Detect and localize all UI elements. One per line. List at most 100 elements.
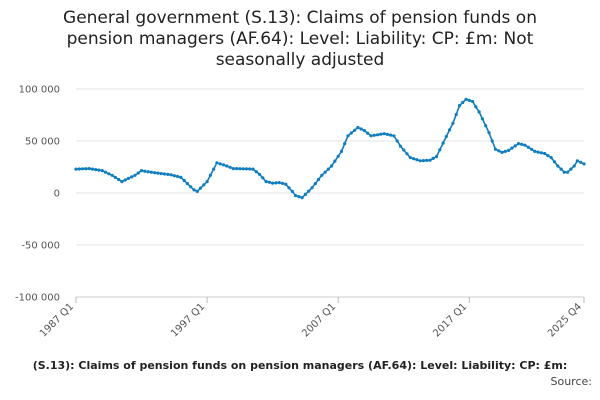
- data-point-130: [500, 150, 504, 154]
- data-point-49: [235, 167, 239, 171]
- data-point-44: [218, 162, 222, 166]
- data-point-118: [461, 100, 465, 105]
- data-point-125: [484, 124, 488, 128]
- data-point-70: [303, 192, 307, 196]
- data-point-119: [464, 97, 468, 101]
- data-point-20: [139, 169, 144, 173]
- data-point-15: [123, 178, 127, 182]
- data-point-62: [277, 181, 281, 185]
- data-point-153: [575, 159, 580, 163]
- data-point-4: [87, 167, 91, 171]
- data-point-16: [126, 176, 130, 180]
- data-point-61: [274, 181, 278, 185]
- data-point-52: [244, 167, 248, 171]
- data-point-17: [130, 175, 134, 179]
- data-point-88: [362, 129, 366, 133]
- data-point-67: [294, 194, 298, 198]
- data-point-45: [221, 163, 226, 167]
- data-point-135: [516, 142, 521, 146]
- data-point-27: [162, 172, 167, 176]
- data-point-56: [257, 172, 262, 176]
- data-point-152: [572, 164, 576, 168]
- data-point-124: [480, 117, 484, 121]
- data-point-7: [97, 168, 101, 172]
- y-tick-label-4: -100 000: [15, 293, 60, 304]
- data-point-24: [153, 171, 157, 175]
- data-point-48: [231, 167, 235, 171]
- data-point-78: [330, 164, 334, 168]
- data-point-113: [444, 134, 448, 139]
- y-tick-label-3: -50 000: [21, 241, 60, 252]
- data-point-80: [336, 154, 340, 158]
- data-point-63: [280, 181, 285, 185]
- data-point-117: [457, 104, 462, 108]
- data-point-142: [539, 151, 544, 155]
- data-point-120: [467, 98, 471, 102]
- data-point-57: [261, 176, 265, 180]
- data-point-66: [290, 189, 294, 193]
- x-tick-label-0: 1987 Q1: [38, 301, 76, 339]
- data-point-143: [543, 151, 547, 156]
- data-point-11: [110, 173, 114, 177]
- data-point-116: [454, 112, 458, 117]
- data-point-79: [333, 159, 337, 163]
- data-point-47: [228, 165, 232, 169]
- data-point-141: [536, 150, 540, 154]
- footer-series-name: (S.13): Claims of pension funds on pensi…: [32, 359, 568, 372]
- data-point-73: [313, 182, 317, 186]
- data-point-149: [562, 170, 566, 174]
- data-point-1: [77, 167, 81, 171]
- data-point-155: [582, 162, 586, 166]
- data-point-102: [408, 156, 412, 160]
- data-point-140: [533, 149, 537, 153]
- data-point-60: [271, 181, 275, 185]
- data-point-22: [146, 170, 150, 174]
- data-point-72: [310, 186, 314, 190]
- data-point-127: [490, 139, 494, 143]
- data-point-109: [431, 156, 435, 160]
- data-point-13: [117, 177, 121, 182]
- data-point-75: [320, 173, 324, 177]
- data-point-129: [497, 149, 501, 153]
- data-point-128: [493, 147, 498, 151]
- data-point-53: [248, 167, 252, 171]
- data-point-12: [113, 175, 117, 179]
- data-point-38: [198, 186, 203, 190]
- data-point-68: [297, 195, 301, 199]
- data-point-91: [372, 133, 376, 137]
- data-point-40: [205, 180, 209, 184]
- data-point-28: [166, 172, 170, 176]
- data-point-114: [448, 128, 452, 132]
- data-point-104: [415, 158, 419, 162]
- data-point-92: [375, 133, 380, 137]
- data-point-5: [90, 167, 94, 171]
- data-point-99: [398, 144, 403, 148]
- data-point-84: [349, 131, 353, 135]
- data-point-33: [182, 178, 186, 183]
- data-point-3: [84, 167, 88, 171]
- data-point-59: [267, 180, 271, 184]
- data-point-30: [172, 174, 176, 178]
- data-point-136: [520, 142, 524, 146]
- data-point-46: [225, 164, 229, 168]
- data-point-105: [418, 159, 422, 163]
- data-point-145: [549, 156, 553, 160]
- data-point-94: [382, 132, 386, 136]
- data-point-21: [143, 169, 147, 173]
- data-point-134: [513, 144, 517, 148]
- data-point-147: [556, 164, 560, 168]
- data-point-51: [241, 167, 245, 171]
- data-point-29: [169, 173, 173, 177]
- chart-title: General government (S.13): Claims of pen…: [63, 8, 537, 70]
- y-tick-label-0: 100 000: [19, 85, 60, 96]
- data-point-55: [254, 170, 258, 174]
- footer-source: Source:: [550, 375, 593, 388]
- data-point-31: [176, 174, 180, 179]
- x-tick-label-3: 2017 Q1: [431, 301, 469, 339]
- data-point-126: [487, 131, 491, 135]
- y-tick-label-2: 0: [54, 189, 60, 200]
- data-point-26: [159, 172, 163, 176]
- data-point-23: [149, 170, 153, 174]
- x-tick-label-4: 2025 Q4: [546, 301, 584, 339]
- data-point-97: [392, 134, 396, 138]
